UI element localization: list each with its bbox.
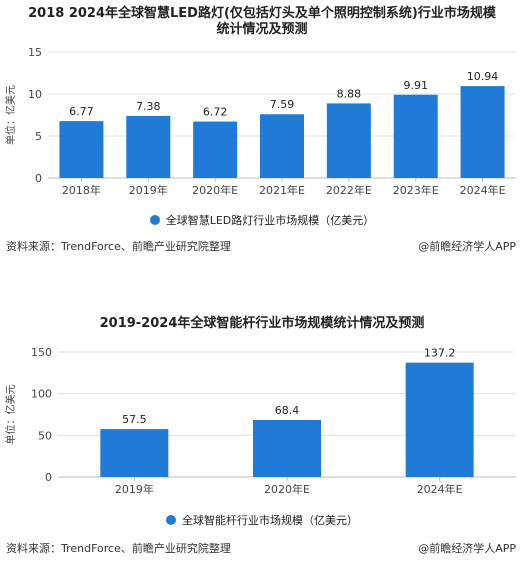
- chart1-bar: [260, 114, 304, 178]
- chart1-xtick-label: 2020年E: [192, 183, 238, 197]
- chart2-ytick-label: 150: [31, 346, 52, 359]
- chart1-bar: [193, 121, 238, 178]
- chart1-ytick-label: 15: [28, 46, 42, 59]
- chart1-xtick-label: 2024年E: [460, 183, 506, 197]
- chart1-brand: @前瞻经济学人APP: [418, 240, 516, 253]
- chart2-xtick-label: 2020年E: [264, 482, 310, 496]
- chart1-value-label: 8.88: [337, 87, 362, 100]
- chart1-xtick-label: 2023年E: [393, 183, 439, 197]
- chart1-bar: [59, 121, 104, 178]
- chart2-legend-marker: [166, 515, 176, 525]
- chart2-xtick-label: 2019年: [115, 482, 154, 496]
- chart1-xtick-label: 2018年: [62, 183, 101, 197]
- chart1-ytick-label: 5: [35, 130, 42, 143]
- chart2-ytick-label: 50: [38, 429, 52, 442]
- chart1-legend-label: 全球智慧LED路灯行业市场规模（亿美元）: [165, 214, 375, 227]
- chart2-ytick-label: 0: [45, 471, 52, 484]
- chart2-source: 资料来源：TrendForce、前瞻产业研究院整理: [6, 542, 231, 555]
- chart1-xtick-label: 2019年: [129, 183, 168, 197]
- chart1-value-label: 6.72: [203, 106, 228, 119]
- chart1-xtick-label: 2022年E: [326, 183, 372, 197]
- chart2-bar: [100, 429, 169, 477]
- chart2-value-label: 137.2: [424, 347, 456, 360]
- chart2-brand: @前瞻经济学人APP: [418, 542, 516, 555]
- chart2-ylabel: 单位：亿美元: [4, 385, 17, 445]
- chart1-ylabel: 单位：亿美元: [4, 85, 17, 145]
- chart2-bar: [405, 362, 474, 477]
- chart1-source: 资料来源：TrendForce、前瞻产业研究院整理: [6, 240, 231, 253]
- chart1-legend-marker: [149, 215, 160, 225]
- chart2-bar: [253, 420, 321, 477]
- chart2-legend-label: 全球智能杆行业市场规模（亿美元）: [182, 514, 358, 527]
- chart2-ytick-label: 100: [31, 388, 52, 401]
- chart1-value-label: 9.91: [403, 79, 428, 92]
- chart1-value-label: 7.59: [270, 98, 295, 111]
- chart1-plot: 0 5 10 15 单位：亿美元 6.77 2018年 7.38 2019年 6.72 2020年E…: [4, 46, 516, 197]
- chart1-legend: 全球智慧LED路灯行业市场规模（亿美元）: [0, 212, 524, 228]
- chart1-bar: [126, 116, 171, 178]
- chart2-title: 2019-2024年全球智能杆行业市场规模统计情况及预测: [99, 316, 425, 331]
- chart2-legend: 全球智能杆行业市场规模（亿美元）: [0, 512, 524, 528]
- chart2-value-label: 57.5: [122, 413, 147, 426]
- chart1-bar: [460, 86, 505, 178]
- chart1-ytick-label: 0: [35, 172, 42, 185]
- chart1-title-line2: 统计情况及预测: [216, 22, 308, 37]
- chart1-bar: [393, 94, 438, 178]
- chart1-xtick-label: 2021年E: [259, 183, 305, 197]
- chart1-bar: [326, 103, 371, 178]
- chart1-ytick-label: 10: [28, 88, 42, 101]
- chart2-plot: 0 50 100 150 单位：亿美元 57.5 2019年 68.4 2020年E 137.2 2…: [4, 346, 516, 496]
- chart1-value-label: 10.94: [467, 70, 499, 83]
- chart1-value-label: 6.77: [69, 105, 94, 118]
- chart2-xtick-label: 2024年E: [417, 482, 463, 496]
- chart1-title-line1: 2018 2024年全球智慧LED路灯(仅包括灯头及单个照明控制系统)行业市场规…: [28, 6, 496, 21]
- chart2-value-label: 68.4: [275, 404, 300, 417]
- chart1-value-label: 7.38: [136, 100, 161, 113]
